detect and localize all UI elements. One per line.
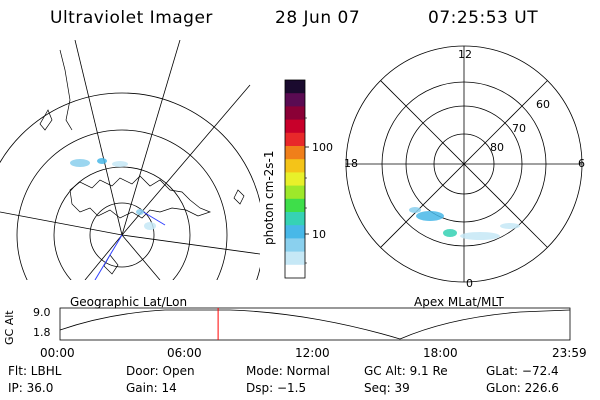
mlt-label-6: 6 <box>578 157 585 170</box>
colorbar-tick-10: 10 <box>312 228 326 241</box>
lat-circle <box>89 202 155 268</box>
info-mode: Mode: Normal <box>246 364 330 378</box>
colorbar-segment <box>285 238 305 253</box>
colorbar-segment <box>285 159 305 173</box>
info-dsp: Dsp: −1.5 <box>246 381 307 395</box>
info-gc-alt: GC Alt: 9.1 Re <box>364 364 448 378</box>
info-glon: GLon: 226.6 <box>486 381 559 395</box>
info-ip: IP: 36.0 <box>8 381 54 395</box>
info-door: Door: Open <box>126 364 195 378</box>
lat-circle <box>53 166 191 280</box>
mlt-line <box>380 80 548 248</box>
colorbar-segment <box>285 264 305 279</box>
ylabel-gc-alt: GC Alt <box>3 310 16 345</box>
ytick-9: 9.0 <box>33 306 51 319</box>
xtick-0000: 00:00 <box>40 346 75 360</box>
meridian <box>121 234 161 280</box>
coastline <box>69 175 212 219</box>
coastline <box>233 189 245 205</box>
orbit-track <box>94 234 123 280</box>
colorbar-segment <box>285 251 305 266</box>
xtick-1200: 12:00 <box>295 346 330 360</box>
geographic-map <box>0 40 260 280</box>
meridian <box>121 40 181 236</box>
colorbar-segment <box>285 185 305 200</box>
coastline <box>103 254 119 275</box>
mlt-label-0: 0 <box>466 277 473 290</box>
apex-polar-plot <box>345 45 583 283</box>
altitude-plot <box>59 307 571 341</box>
colorbar-segment <box>285 93 305 107</box>
lat-circle <box>0 92 260 280</box>
meridian <box>0 211 123 236</box>
meridian <box>74 40 123 236</box>
geo-panel-label: Geographic Lat/Lon <box>70 295 188 309</box>
mlat-label-70: 70 <box>512 122 526 135</box>
lat-circle <box>16 129 228 280</box>
instrument-title: Ultraviolet Imager <box>50 8 213 28</box>
coastline <box>59 49 73 131</box>
colorbar-tick-100: 100 <box>312 141 333 154</box>
time-label: 07:25:53 UT <box>428 8 539 28</box>
meridian <box>121 84 251 236</box>
colorbar-segment <box>285 132 305 147</box>
colorbar-segment <box>285 212 305 226</box>
info-glat: GLat: −72.4 <box>486 364 559 378</box>
plot-frame <box>59 307 571 341</box>
coastline <box>39 109 53 131</box>
aurora-emission <box>70 158 156 230</box>
colorbar-segment <box>285 225 305 239</box>
xtick-0600: 06:00 <box>167 346 202 360</box>
info-gain: Gain: 14 <box>126 381 177 395</box>
date-label: 28 Jun 07 <box>275 8 361 28</box>
colorbar-segment <box>285 172 305 187</box>
colorbar-segment <box>285 106 305 121</box>
colorbar <box>284 79 309 279</box>
xtick-2359: 23:59 <box>552 346 587 360</box>
colorbar-segment <box>285 80 305 94</box>
altitude-curve <box>59 309 571 340</box>
ytick-1-8: 1.8 <box>33 326 51 339</box>
mlat-label-60: 60 <box>536 98 550 111</box>
meridian <box>84 234 123 280</box>
meridian <box>121 234 260 255</box>
colorbar-segment <box>285 198 305 213</box>
info-seq: Seq: 39 <box>364 381 410 395</box>
apex-panel-label: Apex MLat/MLT <box>414 295 504 309</box>
colorbar-segment <box>285 119 305 134</box>
colorbar-segment <box>285 146 305 160</box>
mlt-label-18: 18 <box>344 157 358 170</box>
info-flt: Flt: LBHL <box>8 364 62 378</box>
mlat-label-80: 80 <box>490 141 504 154</box>
mlt-label-12: 12 <box>458 48 472 61</box>
xtick-1800: 18:00 <box>423 346 458 360</box>
orbit-track <box>139 209 166 226</box>
colorbar-label: photon cm-2s-1 <box>262 150 276 246</box>
aurora-oval <box>409 207 520 240</box>
